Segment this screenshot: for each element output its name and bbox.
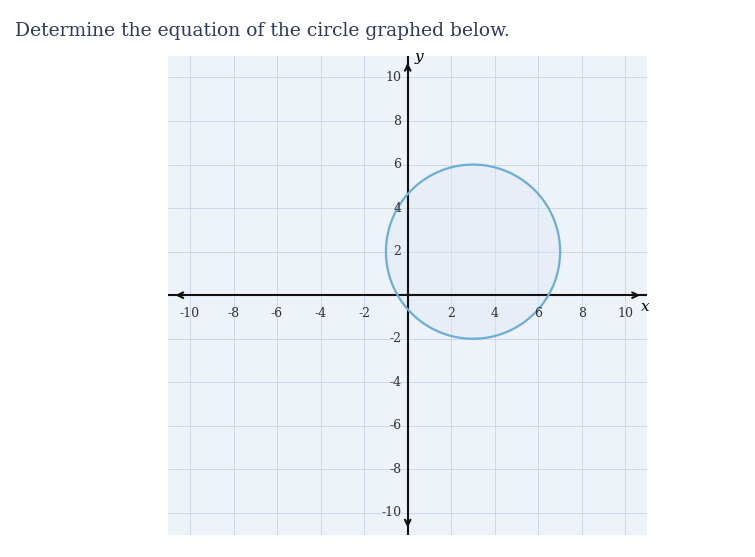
Text: -10: -10 — [180, 307, 200, 320]
Text: 10: 10 — [618, 307, 633, 320]
Text: -8: -8 — [227, 307, 239, 320]
Text: -8: -8 — [389, 463, 401, 476]
Text: 2: 2 — [393, 245, 401, 258]
Text: y: y — [414, 51, 423, 65]
Text: 8: 8 — [578, 307, 586, 320]
Text: 4: 4 — [393, 202, 401, 214]
Text: 4: 4 — [491, 307, 499, 320]
Text: 2: 2 — [447, 307, 455, 320]
Text: -6: -6 — [389, 419, 401, 432]
Circle shape — [386, 164, 560, 339]
Text: -6: -6 — [271, 307, 283, 320]
Text: -2: -2 — [358, 307, 370, 320]
Text: -4: -4 — [315, 307, 327, 320]
Text: -10: -10 — [381, 506, 401, 520]
Text: Determine the equation of the circle graphed below.: Determine the equation of the circle gra… — [15, 22, 510, 40]
Text: 6: 6 — [535, 307, 542, 320]
Text: 10: 10 — [385, 71, 401, 84]
Text: x: x — [641, 300, 649, 314]
Text: -4: -4 — [389, 376, 401, 389]
Text: 6: 6 — [393, 158, 401, 171]
Text: 8: 8 — [393, 115, 401, 128]
Text: -2: -2 — [389, 333, 401, 345]
